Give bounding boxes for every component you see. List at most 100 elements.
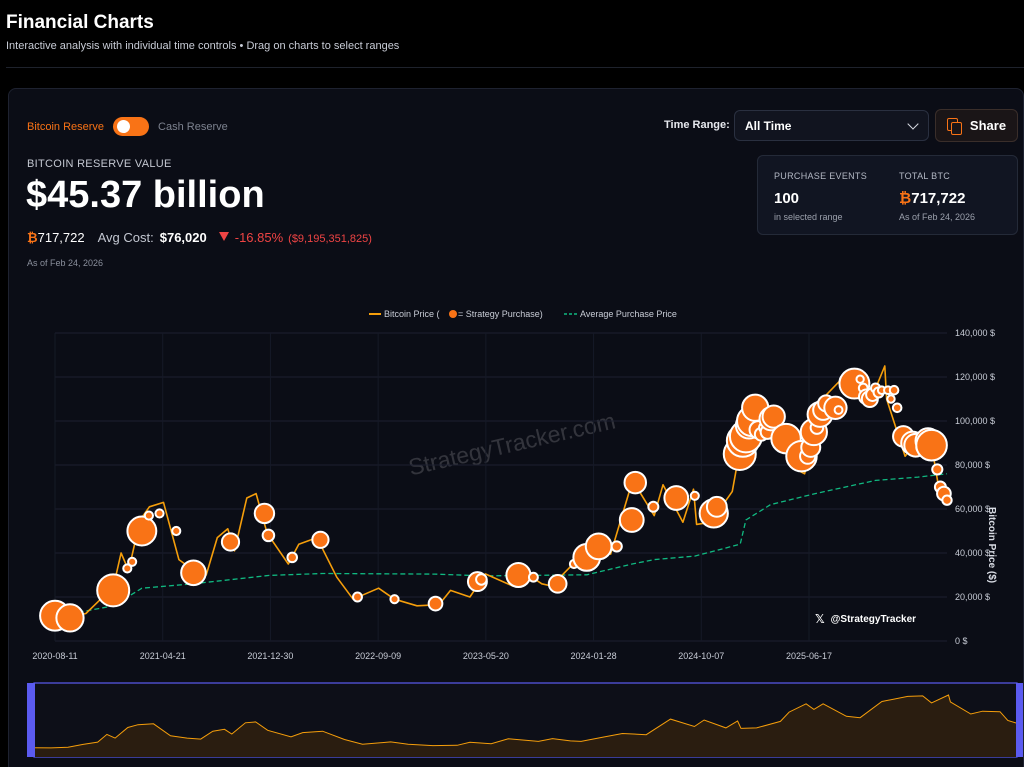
average-price-line xyxy=(54,473,948,618)
purchase-marker[interactable] xyxy=(126,515,158,547)
page-title: Financial Charts xyxy=(6,12,154,33)
y-tick-label: 20,000 $ xyxy=(955,592,990,602)
purchase-marker[interactable] xyxy=(888,384,900,396)
y-tick-label: 120,000 $ xyxy=(955,372,995,382)
reserve-value: $45.37 billion xyxy=(26,174,265,216)
purchase-marker[interactable] xyxy=(941,494,953,506)
legend-purchase-dot xyxy=(449,310,457,318)
total-btc-sub: As of Feb 24, 2026 xyxy=(899,212,976,222)
purchase-marker[interactable] xyxy=(527,571,539,583)
btc-amount: 717,722 xyxy=(37,230,85,245)
purchase-marker[interactable] xyxy=(931,463,944,476)
bitcoin-symbol: ₿ xyxy=(27,230,38,245)
purchase-markers[interactable] xyxy=(39,367,953,633)
purchase-marker[interactable] xyxy=(253,502,276,525)
total-btc-amount: 717,722 xyxy=(911,190,966,207)
y-tick-label: 100,000 $ xyxy=(955,416,995,426)
chevron-down-icon xyxy=(907,118,919,130)
navigator-area xyxy=(34,695,1017,757)
cash-reserve-label[interactable]: Cash Reserve xyxy=(158,120,228,133)
purchase-marker[interactable] xyxy=(689,490,700,501)
stats-panel: PURCHASE EVENTS 100 in selected range TO… xyxy=(757,155,1018,235)
purchase-events-stat: PURCHASE EVENTS 100 in selected range xyxy=(774,171,867,222)
total-btc-value: ₿717,722 xyxy=(899,190,975,207)
reserve-switch[interactable] xyxy=(113,117,150,136)
x-tick-label: 2021-04-21 xyxy=(140,651,186,661)
reserve-toggle[interactable]: Bitcoin Reserve Cash Reserve xyxy=(27,117,228,136)
change-absolute: ($9,195,351,825) xyxy=(288,233,372,245)
share-label: Share xyxy=(969,118,1007,133)
purchase-marker[interactable] xyxy=(180,559,207,587)
y-tick-label: 140,000 $ xyxy=(955,328,995,338)
purchase-marker[interactable] xyxy=(915,428,948,462)
purchase-marker[interactable] xyxy=(96,573,131,608)
total-btc-stat: TOTAL BTC ₿717,722 As of Feb 24, 2026 xyxy=(899,171,975,222)
social-handle-text: @StrategyTracker xyxy=(830,613,917,625)
purchase-marker[interactable] xyxy=(286,551,299,564)
purchase-marker[interactable] xyxy=(618,507,645,533)
legend-price-suffix: = Strategy Purchase) xyxy=(458,309,543,319)
y-tick-label: 60,000 $ xyxy=(955,504,990,514)
purchase-marker[interactable] xyxy=(623,470,648,495)
time-range-label: Time Range: xyxy=(664,119,730,131)
x-tick-label: 2023-05-20 xyxy=(463,651,509,661)
y-tick-label: 80,000 $ xyxy=(955,460,990,470)
purchase-marker[interactable] xyxy=(389,594,400,605)
purchase-marker[interactable] xyxy=(55,603,85,633)
purchase-marker[interactable] xyxy=(352,591,363,603)
purchase-marker[interactable] xyxy=(761,404,786,429)
purchase-marker[interactable] xyxy=(122,563,133,574)
navigator-left-handle[interactable] xyxy=(27,683,35,757)
purchase-marker[interactable] xyxy=(833,405,844,415)
purchase-marker[interactable] xyxy=(154,508,165,519)
purchase-marker[interactable] xyxy=(427,595,444,612)
x-axis-ticks: 2020-08-11 2021-04-21 2021-12-30 2022-09-09… xyxy=(32,651,832,661)
purchase-marker[interactable] xyxy=(891,402,903,414)
price-chart[interactable]: Bitcoin Price ( = Strategy Purchase) Aver… xyxy=(9,289,1024,669)
x-tick-label: 2020-08-11 xyxy=(32,651,77,661)
x-tick-label: 2022-09-09 xyxy=(355,651,401,661)
change-percent: -16.85% xyxy=(234,230,284,245)
share-button[interactable]: Share xyxy=(935,109,1018,142)
page-subtitle: Interactive analysis with individual tim… xyxy=(6,40,400,52)
time-range-value: All Time xyxy=(745,119,792,133)
avg-cost-label: Avg Cost: xyxy=(97,230,154,245)
y-axis-ticks: 0 $ 20,000 $ 40,000 $ 60,000 $ 80,000 $ 100,0… xyxy=(955,328,995,646)
avg-cost-value: $76,020 xyxy=(159,230,207,245)
purchase-marker[interactable] xyxy=(647,500,660,513)
copy-icon xyxy=(946,117,962,135)
purchase-marker[interactable] xyxy=(261,528,276,543)
x-tick-label: 2024-10-07 xyxy=(678,651,724,661)
purchase-marker[interactable] xyxy=(705,495,728,518)
y-tick-label: 0 $ xyxy=(955,636,968,646)
purchase-marker[interactable] xyxy=(171,525,182,537)
purchase-marker[interactable] xyxy=(663,485,690,511)
purchase-marker[interactable] xyxy=(505,561,532,589)
purchase-events-sub: in selected range xyxy=(774,212,843,222)
purchase-marker[interactable] xyxy=(220,532,241,552)
social-handle: 𝕏 @StrategyTracker xyxy=(815,612,916,626)
purchase-marker[interactable] xyxy=(475,573,488,586)
reserve-value-label: BITCOIN RESERVE VALUE xyxy=(27,158,172,170)
as-of-date: As of Feb 24, 2026 xyxy=(27,258,104,268)
navigator-right-handle[interactable] xyxy=(1016,683,1024,757)
time-range-select[interactable]: All Time xyxy=(734,110,929,141)
header-divider xyxy=(6,67,1024,68)
purchase-marker[interactable] xyxy=(547,573,568,594)
purchase-marker[interactable] xyxy=(610,540,623,553)
legend-price-prefix: Bitcoin Price ( xyxy=(384,309,440,319)
bitcoin-reserve-label[interactable]: Bitcoin Reserve xyxy=(27,120,105,133)
reserve-stats: ₿ 717,722 Avg Cost: $76,020 -16.85% ($9,… xyxy=(27,230,372,245)
range-navigator[interactable] xyxy=(9,679,1024,759)
y-tick-label: 40,000 $ xyxy=(955,548,990,558)
purchase-marker[interactable] xyxy=(855,374,865,384)
purchase-marker[interactable] xyxy=(143,510,154,521)
purchase-events-value: 100 xyxy=(774,190,800,207)
purchase-marker[interactable] xyxy=(311,530,330,549)
purchase-marker[interactable] xyxy=(127,556,138,567)
x-tick-label: 2021-12-30 xyxy=(247,651,293,661)
down-triangle-icon xyxy=(218,232,229,241)
navigator-line xyxy=(33,694,1018,749)
purchase-marker[interactable] xyxy=(886,394,896,404)
purchase-marker[interactable] xyxy=(584,532,613,561)
